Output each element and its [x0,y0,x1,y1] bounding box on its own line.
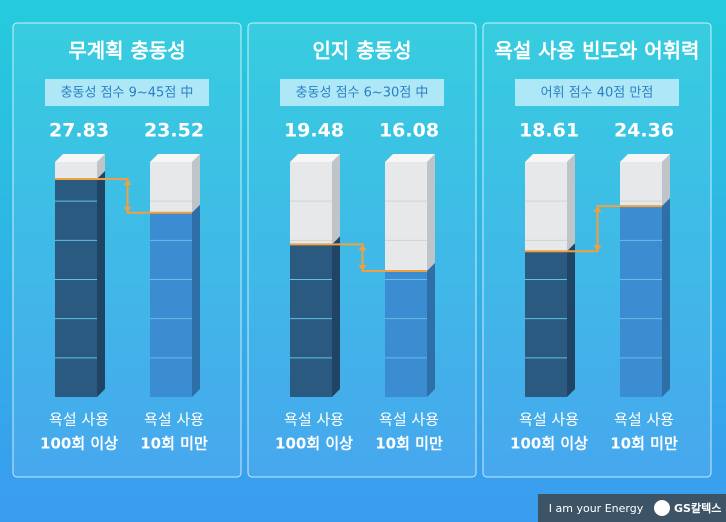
category-label: 10회 미만 [610,435,678,453]
bar [55,178,97,397]
connector-arrow [358,244,367,251]
connector [332,243,385,273]
panel-title: 욕설 사용 빈도와 어휘력 [495,39,700,63]
connector-arrow [123,206,132,213]
bar-top [150,154,200,162]
bar [150,212,192,397]
bar-top [290,154,340,162]
bar [620,206,662,397]
value-label: 24.36 [614,120,674,142]
bar [525,251,567,397]
bar-empty-side [427,154,435,272]
subtitle-box [515,79,679,106]
bar-side [567,243,575,397]
value-label: 18.61 [519,120,579,142]
value-label: 23.52 [144,120,204,142]
bar [385,271,427,397]
bar-empty [385,162,427,272]
bar-empty-side [567,154,575,252]
bar-empty [290,162,332,245]
bar-empty [150,162,192,213]
bar-side [97,170,105,397]
bar-side [332,236,340,397]
bar-top [525,154,575,162]
subtitle-box [280,79,444,106]
category-label: 10회 미만 [375,435,443,453]
category-label: 욕설 사용 [144,411,204,429]
bar-empty-side [192,154,200,213]
category-label: 욕설 사용 [519,411,579,429]
connector-arrow [593,206,602,213]
value-label: 16.08 [379,120,439,142]
bar-top [385,154,435,162]
bar-side [192,204,200,397]
bar-empty [620,162,662,207]
panel-title: 인지 충동성 [313,39,412,63]
footer-slogan: I am your Energy [549,502,644,515]
bar-top [620,154,670,162]
category-label: 10회 미만 [140,435,208,453]
subtitle: 어휘 점수 40점 만점 [541,86,654,101]
bar-side [427,263,435,397]
category-label: 100회 이상 [510,435,588,453]
subtitle: 충동성 점수 6~30점 中 [296,86,429,101]
subtitle: 충동성 점수 9~45점 中 [61,86,194,101]
connector-arrow [358,265,367,272]
category-label: 욕설 사용 [284,411,344,429]
category-label: 100회 이상 [275,435,353,453]
category-label: 욕설 사용 [49,411,109,429]
subtitle-box [45,79,209,106]
category-label: 욕설 사용 [614,411,674,429]
brand-logo [654,500,670,516]
footer-brand: GS칼텍스 [674,501,721,515]
value-label: 19.48 [284,120,344,142]
value-label: 27.83 [49,120,109,142]
bar-empty-side [332,154,340,245]
bar-top [55,154,105,162]
panel-title: 무계획 충동성 [68,39,185,63]
category-label: 욕설 사용 [379,411,439,429]
connector-arrow [593,245,602,252]
bar-side [662,198,670,397]
bar-empty-side [662,154,670,207]
bar-empty [55,162,97,179]
bar [290,244,332,397]
connector [567,205,620,253]
bar-empty [525,162,567,252]
category-label: 100회 이상 [40,435,118,453]
footer-bar [538,494,726,522]
connector [97,177,150,214]
connector-arrow [123,178,132,185]
bar-empty-side [97,154,105,179]
